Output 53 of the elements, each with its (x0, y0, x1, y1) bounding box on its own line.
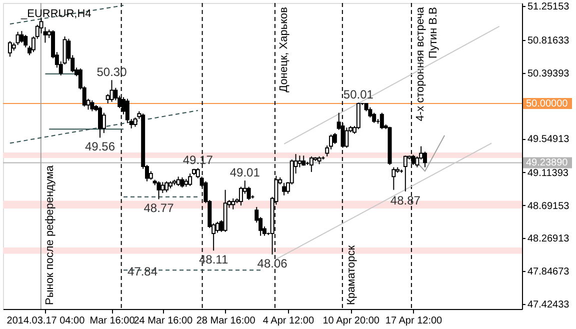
x-tick-label: 24 Mar 16:00 (134, 316, 194, 326)
candlestick (282, 182, 286, 196)
candlestick (392, 166, 396, 190)
annotation: Краматорск (345, 245, 358, 305)
annotation: 50.01 (343, 88, 374, 102)
annotation: Рынок после референдума (44, 164, 56, 305)
x-tick-label: 28 Mar 16:00 (196, 316, 256, 326)
candlestick (106, 94, 110, 104)
candlestick (90, 100, 94, 112)
annotation: 49.56 (84, 140, 116, 154)
candlestick (110, 80, 114, 102)
annotation: 4-х сторонняя встреча Путин В.В (414, 6, 440, 122)
candlestick (24, 34, 28, 48)
y-tick-label: 49.54913 (528, 134, 570, 146)
annotation: 49.17 (182, 153, 214, 168)
candlestick (98, 106, 102, 138)
candlestick (160, 182, 165, 194)
y-tick-label: 51.25153 (528, 1, 570, 12)
x-tick-label: 17 Apr 12:00 (385, 316, 443, 326)
candlestick (344, 127, 349, 148)
annotation: 48.06 (257, 256, 288, 270)
annotation: 49.01 (230, 166, 260, 180)
y-tick-label: 49.11393 (528, 168, 569, 179)
y-tick-label: 50.81633 (528, 35, 570, 46)
candlestick (231, 198, 236, 210)
ref-line-label: 49.23890 (526, 158, 568, 169)
candlestick (156, 180, 161, 200)
x-tick-label: 2014.03.17 04:00 (6, 316, 86, 326)
y-tick-label: 48.69153 (528, 200, 570, 212)
candlestick (176, 176, 180, 186)
candlestick (8, 40, 12, 58)
annotation: Донецк, Харьков (278, 6, 290, 92)
x-tick-label: 10 Apr 20:00 (322, 316, 380, 326)
candlestick (180, 176, 184, 188)
x-tick-label: Mar 16:00 (90, 316, 136, 326)
candlestick (164, 180, 169, 193)
y-tick-label: 48.26913 (528, 234, 570, 245)
y-tick-label: 50.39393 (528, 68, 570, 80)
candlestick (188, 173, 192, 186)
candlestick (20, 30, 24, 44)
annotation: 50.30 (96, 65, 128, 80)
annotation: 48.11 (198, 252, 228, 267)
y-tick-label: 47.84673 (528, 266, 570, 278)
annotation: 47.84 (128, 264, 158, 279)
candlestick (298, 155, 302, 168)
candlestick (403, 155, 408, 192)
ref-line-label: 50.00000 (526, 98, 568, 110)
candlestick (309, 156, 314, 172)
x-tick-label: 4 Apr 12:00 (262, 316, 314, 326)
y-tick-label: 47.42433 (528, 299, 570, 310)
candlestick (380, 112, 384, 130)
annotation: 48.77 (144, 201, 174, 216)
annotation: 48.87 (390, 193, 421, 208)
